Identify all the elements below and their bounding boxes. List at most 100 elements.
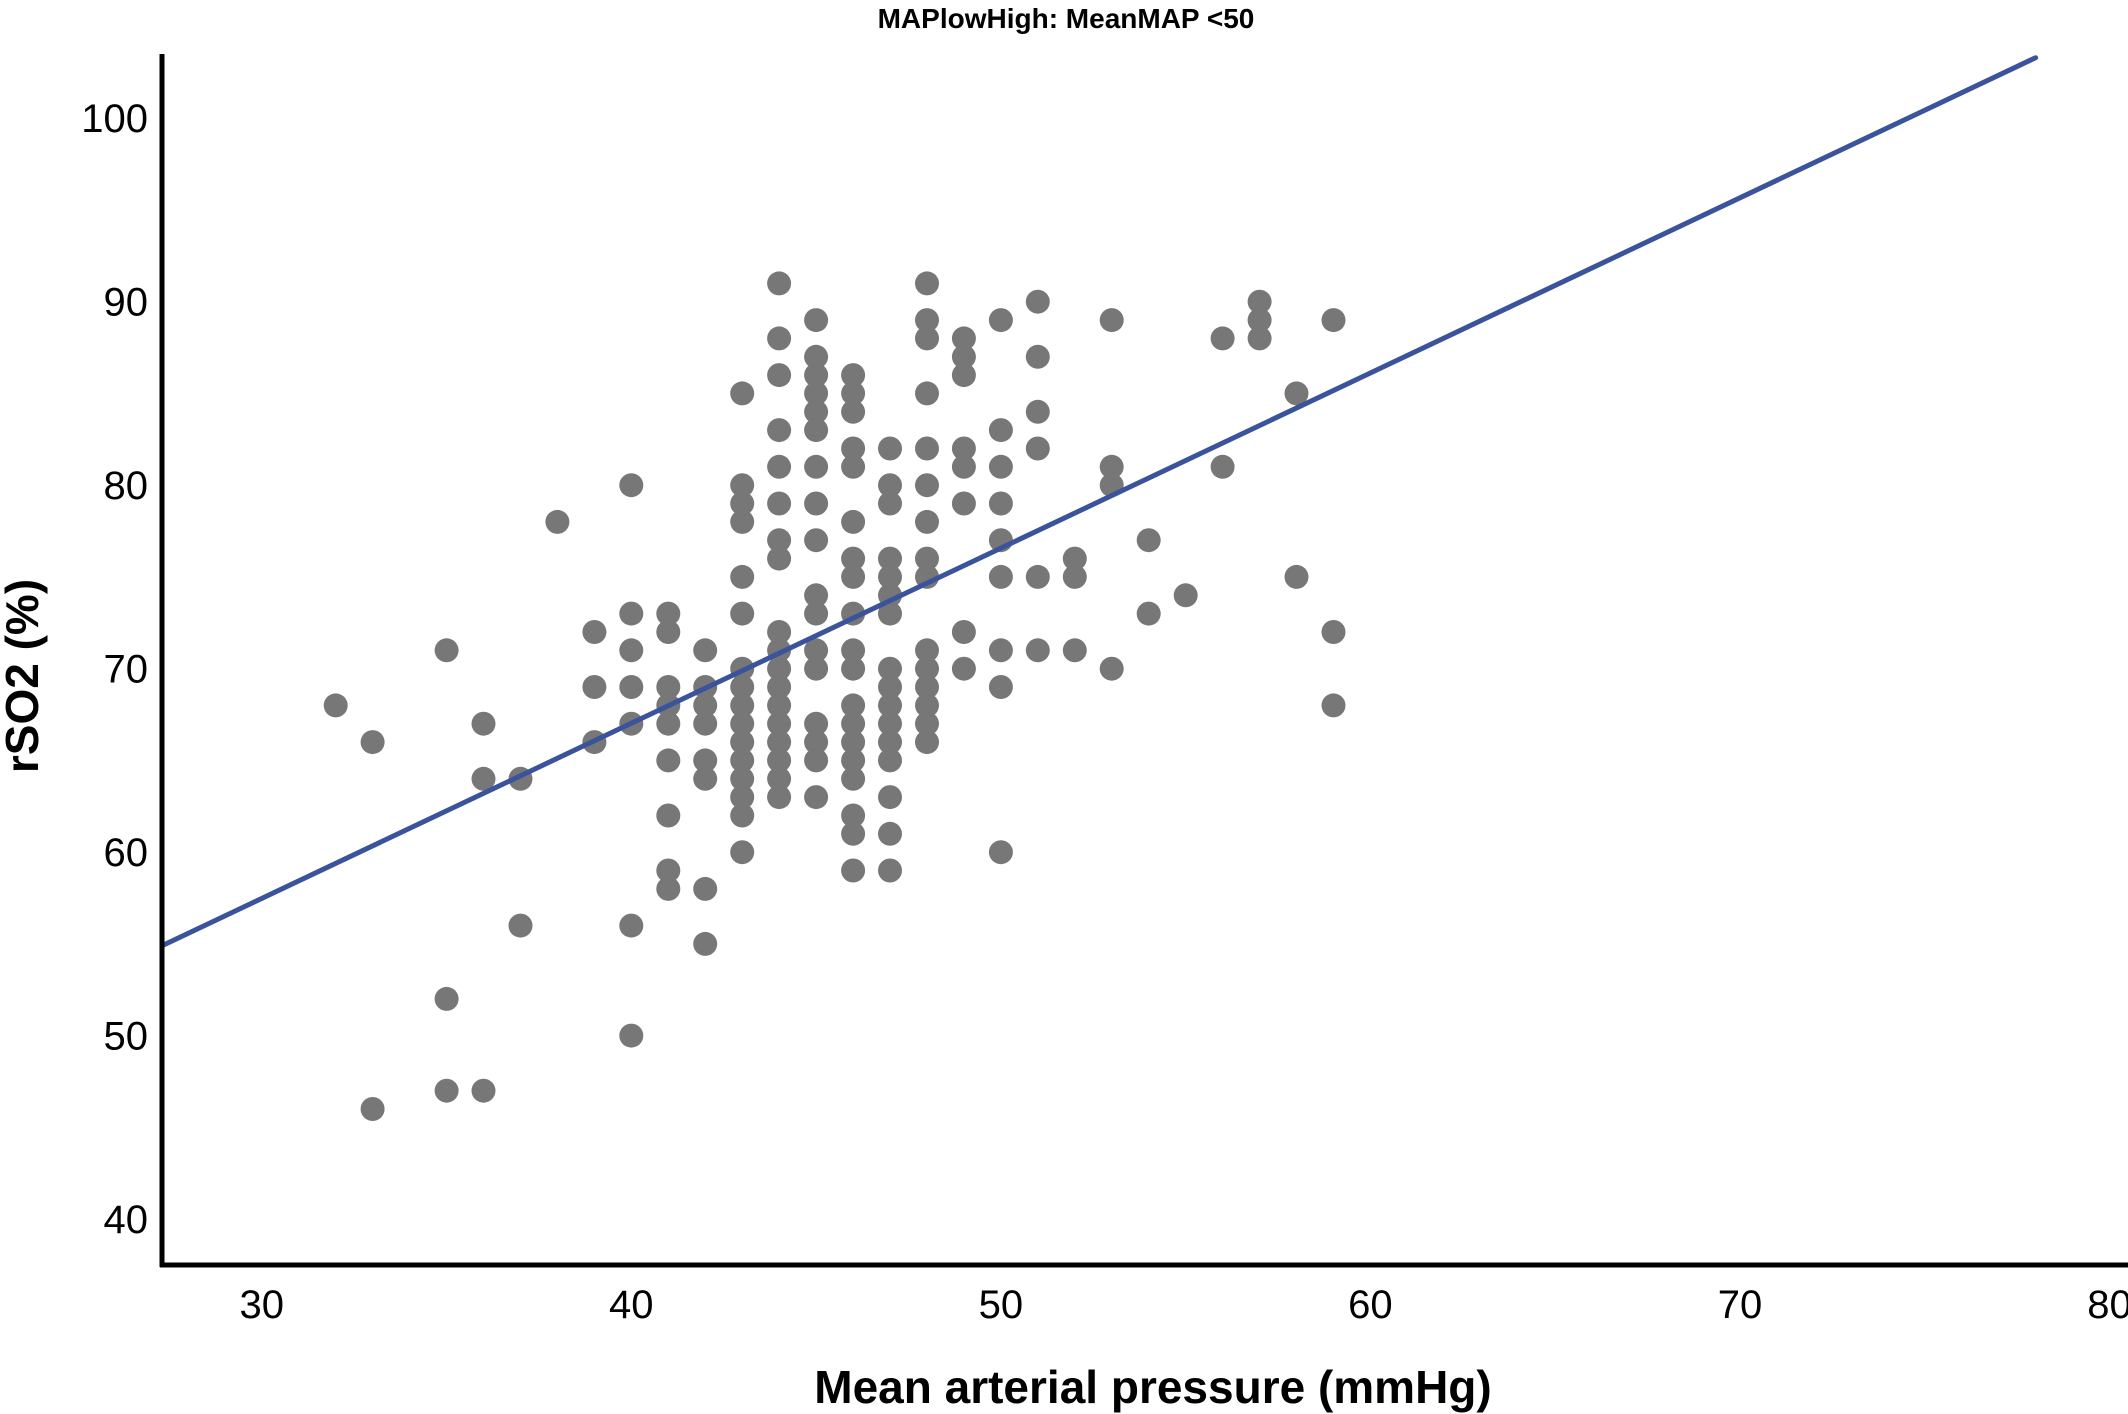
data-point xyxy=(582,620,607,644)
data-point xyxy=(804,711,829,736)
data-point xyxy=(1321,693,1346,718)
data-point xyxy=(730,785,755,810)
data-point xyxy=(915,730,939,755)
data-point xyxy=(841,546,866,571)
data-point xyxy=(730,840,755,865)
y-tick-label: 60 xyxy=(104,831,149,875)
data-point xyxy=(1210,454,1235,479)
data-point xyxy=(951,436,976,461)
data-point xyxy=(804,583,829,608)
data-point xyxy=(471,711,496,736)
data-point xyxy=(767,271,792,296)
data-point xyxy=(878,436,902,461)
data-point xyxy=(619,1023,644,1048)
x-axis-label: Mean arterial pressure (mmHg) xyxy=(814,1361,1491,1413)
data-point xyxy=(1062,564,1087,589)
axes xyxy=(159,54,2128,1268)
data-point xyxy=(841,858,866,883)
data-point xyxy=(323,693,348,718)
data-point xyxy=(804,601,829,626)
x-tick-labels: 30 40 50 60 70 80 xyxy=(240,1283,2128,1327)
data-point xyxy=(656,803,681,828)
data-point xyxy=(1321,308,1346,333)
data-point xyxy=(988,491,1013,516)
data-point xyxy=(1173,583,1198,608)
data-point xyxy=(767,418,792,443)
data-point xyxy=(951,363,976,388)
data-point xyxy=(841,656,866,681)
data-point xyxy=(878,546,902,571)
x-tick-label: 70 xyxy=(1718,1283,1763,1327)
data-point xyxy=(693,931,718,956)
data-point xyxy=(656,876,681,901)
data-point xyxy=(988,418,1013,443)
data-point xyxy=(1247,289,1272,314)
y-tick-label: 70 xyxy=(104,648,149,692)
data-point xyxy=(434,638,459,663)
y-tick-label: 90 xyxy=(104,281,149,325)
y-tick-label: 40 xyxy=(104,1198,149,1242)
data-point xyxy=(656,675,681,699)
data-point xyxy=(915,509,939,534)
data-point xyxy=(767,693,792,718)
x-tick-label: 40 xyxy=(609,1283,654,1327)
data-point xyxy=(878,656,902,681)
data-point xyxy=(656,711,681,736)
data-point xyxy=(767,785,792,810)
data-point xyxy=(693,876,718,901)
data-point xyxy=(1321,620,1346,644)
data-point xyxy=(767,711,792,736)
x-tick-label: 50 xyxy=(979,1283,1024,1327)
data-point xyxy=(1099,656,1124,681)
data-point xyxy=(619,473,644,498)
data-point xyxy=(841,436,866,461)
data-point xyxy=(1099,454,1124,479)
data-point xyxy=(619,638,644,663)
data-point xyxy=(1247,308,1272,333)
data-point xyxy=(767,528,792,553)
data-point xyxy=(988,308,1013,333)
y-tick-labels: 40 50 60 70 80 90 100 xyxy=(81,97,148,1242)
data-point xyxy=(1136,528,1161,553)
data-point xyxy=(951,656,976,681)
data-point xyxy=(730,675,755,699)
data-point xyxy=(730,473,755,498)
y-tick-label: 100 xyxy=(81,97,148,141)
data-point xyxy=(841,399,866,424)
data-point xyxy=(915,675,939,699)
data-point xyxy=(878,564,902,589)
data-point xyxy=(471,766,496,791)
data-point xyxy=(951,454,976,479)
data-point xyxy=(841,711,866,736)
data-point xyxy=(1210,326,1235,351)
data-point xyxy=(878,711,902,736)
data-point xyxy=(1025,399,1050,424)
y-axis-label: rSO2 (%) xyxy=(0,579,48,773)
data-point xyxy=(804,399,829,424)
x-tick-label: 30 xyxy=(240,1283,285,1327)
data-point xyxy=(730,803,755,828)
data-point xyxy=(915,693,939,718)
data-point xyxy=(767,656,792,681)
data-point xyxy=(804,363,829,388)
data-point xyxy=(619,913,644,938)
data-point xyxy=(767,675,792,699)
data-point xyxy=(730,509,755,534)
data-point xyxy=(619,601,644,626)
data-point xyxy=(841,509,866,534)
data-point xyxy=(730,693,755,718)
data-point xyxy=(804,491,829,516)
data-point xyxy=(619,675,644,699)
data-point xyxy=(1025,289,1050,314)
data-point xyxy=(841,381,866,406)
data-point xyxy=(804,730,829,755)
data-point xyxy=(951,620,976,644)
data-point xyxy=(988,564,1013,589)
data-point xyxy=(1247,326,1272,351)
data-point xyxy=(878,858,902,883)
data-point xyxy=(360,730,385,755)
data-point xyxy=(693,711,718,736)
data-point xyxy=(767,363,792,388)
